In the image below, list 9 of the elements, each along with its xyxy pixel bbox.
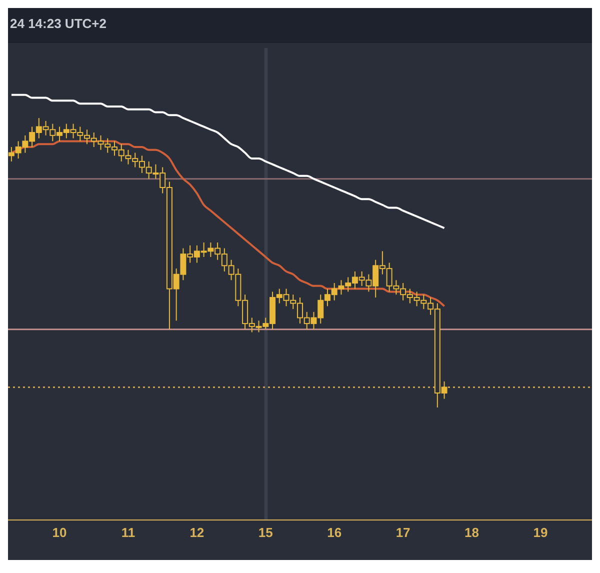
x-tick-label: 19 xyxy=(533,525,548,540)
x-tick-label: 11 xyxy=(121,525,136,540)
x-tick-label: 15 xyxy=(258,525,273,540)
x-tick-label: 10 xyxy=(52,525,67,540)
x-tick-label: 17 xyxy=(396,525,410,540)
x-tick-label: 12 xyxy=(190,525,204,540)
x-tick-label: 16 xyxy=(327,525,342,540)
text: 24 14:23 UTC+2 xyxy=(10,16,106,31)
x-tick-label: 18 xyxy=(464,525,479,540)
